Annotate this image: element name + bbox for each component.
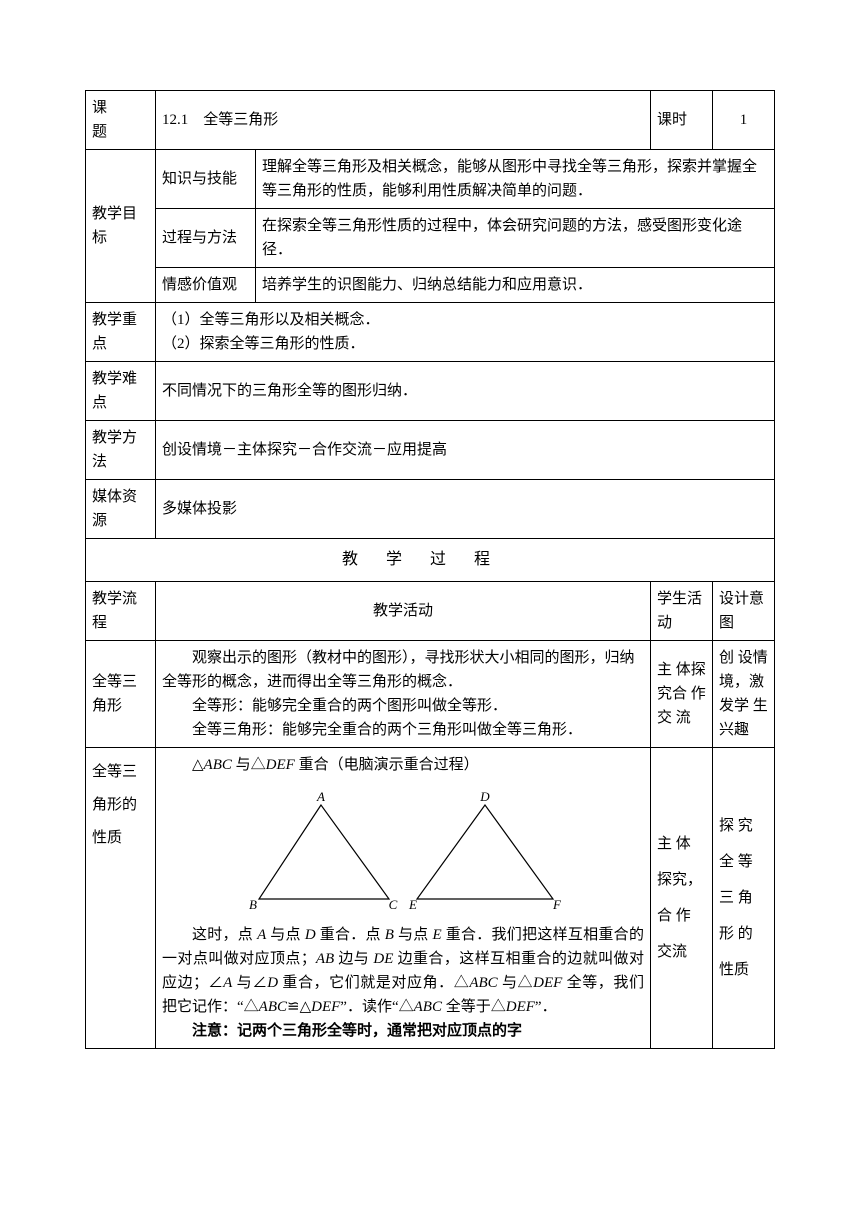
media-content: 多媒体投影 <box>156 480 775 539</box>
process-header: 教学过程 <box>86 539 775 582</box>
goal-emotion-label: 情感价值观 <box>156 268 256 303</box>
triangle-abc: A B C <box>241 787 401 917</box>
period-label: 课时 <box>651 91 713 150</box>
sec2-student: 主 体 探究， 合 作 交流 <box>651 747 713 1048</box>
sec1-p3: 全等三角形：能够完全重合的两个三角形叫做全等三角形． <box>162 718 644 742</box>
sec2-int-1: 全 等 <box>719 844 768 880</box>
sec1-student: 主 体探 究合 作交 流 <box>651 640 713 747</box>
focus-line1: （1）全等三角形以及相关概念． <box>162 308 768 332</box>
sec2-act-3: 交流 <box>657 934 706 970</box>
period-value: 1 <box>713 91 775 150</box>
goals-label: 教学目标 <box>86 150 156 303</box>
flow-col4: 设计意图 <box>713 581 775 640</box>
sec2-int-4: 性质 <box>719 952 768 988</box>
svg-text:B: B <box>249 897 257 912</box>
flow-col1: 教学流程 <box>86 581 156 640</box>
method-content: 创设情境－主体探究－合作交流－应用提高 <box>156 421 775 480</box>
sec1-p2: 全等形：能够完全重合的两个图形叫做全等形． <box>162 694 644 718</box>
focus-line2: （2）探索全等三角形的性质． <box>162 332 768 356</box>
flow-col2: 教学活动 <box>156 581 651 640</box>
sec2-intent: 探 究 全 等 三 角 形 的 性质 <box>713 747 775 1048</box>
topic-value: 12.1 全等三角形 <box>156 91 651 150</box>
sec1-intent: 创 设情境，激 发学 生兴趣 <box>713 640 775 747</box>
svg-text:C: C <box>389 897 398 912</box>
difficulty-content: 不同情况下的三角形全等的图形归纳． <box>156 362 775 421</box>
svg-text:E: E <box>408 897 417 912</box>
sec2-body: 这时，点 A 与点 D 重合．点 B 与点 E 重合．我们把这样互相重合的一对点… <box>162 923 644 1019</box>
triangle-diagram: A B C D E F <box>162 777 644 923</box>
sec2-act-1: 探究， <box>657 862 706 898</box>
focus-content: （1）全等三角形以及相关概念． （2）探索全等三角形的性质． <box>156 303 775 362</box>
sec1-label: 全等三角形 <box>86 640 156 747</box>
sec2-label: 全等三角形的性质 <box>86 747 156 1048</box>
svg-text:D: D <box>479 789 490 804</box>
sec2-act-0: 主 体 <box>657 826 706 862</box>
sec2-int-0: 探 究 <box>719 808 768 844</box>
svg-text:F: F <box>552 897 562 912</box>
sec2-note: 注意：记两个三角形全等时，通常把对应顶点的字 <box>162 1019 644 1043</box>
sec2-activity: △ABC 与△DEF 重合（电脑演示重合过程） A B C D E F 这时，点… <box>156 747 651 1048</box>
goal-process-content: 在探索全等三角形性质的过程中，体会研究问题的方法，感受图形变化途径． <box>256 209 775 268</box>
sec2-title: △ABC 与△DEF 重合（电脑演示重合过程） <box>162 753 644 777</box>
triangle-def: D E F <box>405 787 565 917</box>
goal-knowledge-label: 知识与技能 <box>156 150 256 209</box>
method-label: 教学方法 <box>86 421 156 480</box>
focus-label: 教学重点 <box>86 303 156 362</box>
sec2-act-2: 合 作 <box>657 898 706 934</box>
topic-label: 课 题 <box>86 91 156 150</box>
difficulty-label: 教学难点 <box>86 362 156 421</box>
goal-knowledge-content: 理解全等三角形及相关概念，能够从图形中寻找全等三角形，探索并掌握全等三角形的性质… <box>256 150 775 209</box>
media-label: 媒体资源 <box>86 480 156 539</box>
flow-col3: 学生活动 <box>651 581 713 640</box>
sec1-activity: 观察出示的图形（教材中的图形），寻找形状大小相同的图形，归纳全等形的概念，进而得… <box>156 640 651 747</box>
svg-text:A: A <box>316 789 325 804</box>
sec2-int-3: 形 的 <box>719 916 768 952</box>
goal-process-label: 过程与方法 <box>156 209 256 268</box>
sec2-label-text: 全等三角形的性质 <box>92 764 137 846</box>
goal-emotion-content: 培养学生的识图能力、归纳总结能力和应用意识． <box>256 268 775 303</box>
sec2-int-2: 三 角 <box>719 880 768 916</box>
sec1-p1: 观察出示的图形（教材中的图形），寻找形状大小相同的图形，归纳全等形的概念，进而得… <box>162 646 644 694</box>
